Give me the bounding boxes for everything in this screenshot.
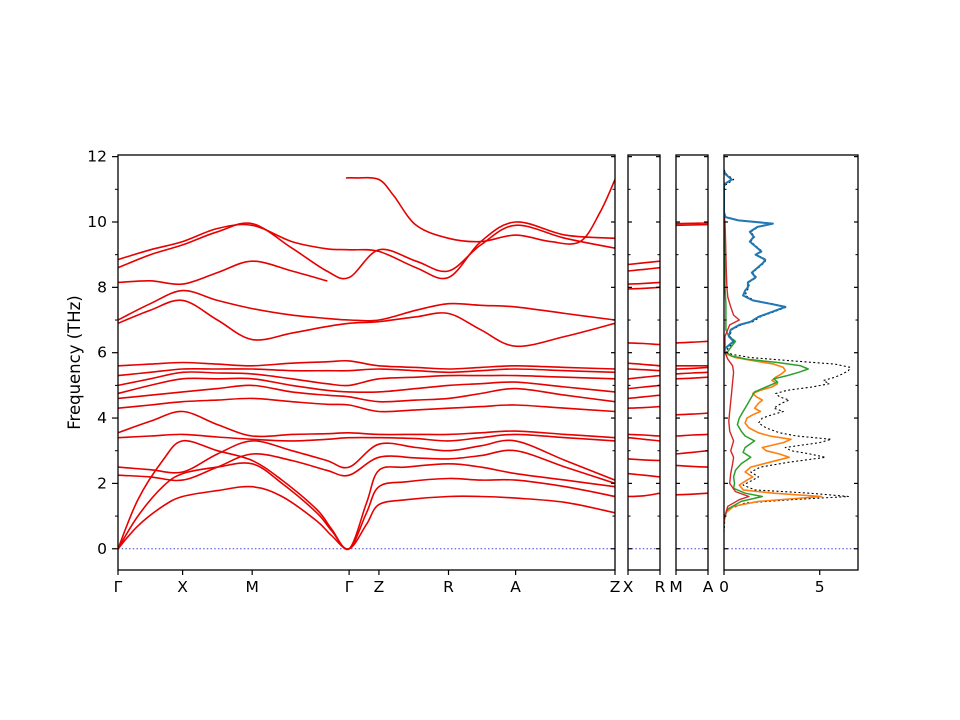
phonon-band-curve (118, 371, 615, 387)
phonon-band-curve (628, 286, 660, 290)
phonon-band-curve (676, 371, 708, 375)
dos-x-tick-label: 5 (815, 578, 825, 596)
phonon-band-curve (628, 433, 660, 437)
y-tick-label: 12 (87, 148, 107, 166)
k-point-label: A (510, 578, 521, 596)
dos-curve-pdos-blue (724, 170, 787, 351)
panel-dos (724, 169, 858, 550)
phonon-band-curve (118, 299, 615, 348)
k-point-label: X (623, 578, 634, 596)
phonon-band-curve (628, 458, 660, 462)
k-point-label: R (443, 578, 454, 596)
dos-curve-total-dos (724, 169, 851, 533)
k-point-label: Γ (345, 578, 354, 596)
phonon-band-curve (118, 439, 615, 481)
phonon-band-curve (345, 176, 615, 245)
dos-curve-pdos-red (724, 215, 750, 520)
phonon-band-curve (676, 223, 708, 227)
phonon-band-curve (676, 433, 708, 437)
phonon-band-curve (118, 410, 615, 439)
k-point-label: R (655, 578, 666, 596)
phonon-band-curve (628, 405, 660, 409)
k-point-label: M (669, 578, 682, 596)
phonon-band-curve (676, 340, 708, 344)
phonon-band-curve (118, 221, 615, 280)
k-point-label: Γ (114, 578, 123, 596)
k-point-label: Z (610, 578, 621, 596)
axes-frame-bands-xr (627, 154, 661, 571)
phonon-band-curve (676, 222, 708, 225)
axes-frame-bands-ma (675, 154, 709, 571)
phonon-band-curve (118, 260, 328, 286)
y-axis-label: Frequency (THz) (65, 295, 84, 430)
dos-curve-pdos-green (724, 221, 809, 520)
panel-bands-xr (628, 260, 660, 550)
panel-bands-main (118, 176, 615, 551)
y-tick-label: 10 (87, 213, 107, 231)
phonon-band-curve (628, 342, 660, 346)
axes-frame-bands-main (117, 154, 616, 571)
phonon-band-curve (118, 367, 615, 377)
phonon-band-curve (628, 368, 660, 372)
phonon-band-curve (628, 492, 660, 498)
k-point-label: A (703, 578, 714, 596)
dos-curve-pdos-orange (724, 348, 823, 523)
y-tick-label: 2 (97, 474, 107, 492)
phonon-band-curve (676, 412, 708, 416)
dos-x-tick-label: 0 (719, 578, 729, 596)
y-tick-label: 4 (97, 409, 107, 427)
phonon-band-curve (118, 222, 615, 280)
phonon-band-curve (628, 260, 660, 266)
phonon-band-curve (118, 433, 615, 442)
k-point-label: M (246, 578, 259, 596)
y-tick-label: 0 (97, 540, 107, 558)
phonon-band-curve (118, 485, 615, 550)
phonon-band-curve (118, 439, 615, 551)
phonon-band-curve (118, 462, 615, 550)
phonon-band-curve (628, 374, 660, 380)
phonon-band-curve (118, 377, 615, 395)
phonon-band-curve (628, 472, 660, 478)
axes-frame-dos (723, 154, 859, 571)
phonon-band-curve (676, 464, 708, 468)
phonon-band-curve (118, 359, 615, 370)
phonon-band-curve (676, 449, 708, 455)
phonon-band-curve (676, 492, 708, 496)
phonon-band-curve (628, 394, 660, 400)
panel-bands-ma (676, 222, 708, 550)
k-point-label: X (177, 578, 188, 596)
phonon-band-curve (628, 362, 660, 367)
phonon-band-curve (118, 289, 615, 322)
phonon-band-curve (118, 449, 615, 485)
phonon-band-curve (628, 384, 660, 390)
k-point-label: Z (374, 578, 385, 596)
y-tick-label: 8 (97, 278, 107, 296)
phonon-band-curve (628, 266, 660, 272)
phonon-band-curve (676, 376, 708, 380)
phonon-band-curve (118, 397, 615, 413)
phonon-band-curve (676, 366, 708, 370)
y-tick-label: 6 (97, 344, 107, 362)
phonon-band-curve (628, 436, 660, 442)
phonon-band-curve (628, 281, 660, 285)
phonon-band-curve (118, 384, 615, 403)
